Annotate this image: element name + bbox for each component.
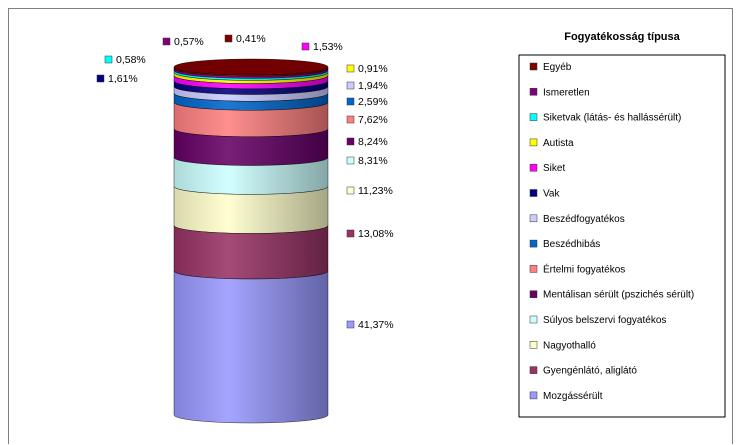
legend-label-ismeretlen: Ismeretlen [543,87,590,98]
legend-swatch-ismeretlen [529,88,538,96]
chart-frame [8,8,733,444]
data-label-marker-gyengenlato-aliglato [346,229,355,238]
legend-label-vak: Vak [543,189,560,200]
legend-swatch-beszedfogyatekos [529,214,538,223]
data-label-siketvak-latas-es-hallasserult: 0,58% [116,54,146,66]
legend-label-beszedfogyatekos: Beszédfogyatékos [543,214,625,225]
data-label-beszedfogyatekos: 1,94% [358,80,388,92]
data-labels: 41,37% 13,08% 11,23% 8,31% 8,24% 7,62% 2,59% 1,… [96,33,394,331]
legend-label-egyeb: Egyéb [543,62,572,73]
legend-swatch-beszedhibas [529,239,538,248]
legend-label-autista: Autista [543,138,574,149]
data-label-marker-siketvak-latas-es-hallasserult [104,55,113,64]
legend-label-siket: Siket [543,163,565,174]
cylinder-plot [173,58,329,424]
data-label-vak: 1,61% [108,73,138,85]
legend-box [518,54,726,418]
data-label-marker-nagyothallo [346,186,355,195]
data-label-marker-beszedfogyatekos [346,81,355,90]
data-label-ismeretlen: 0,57% [174,36,204,48]
legend-label-siketvak-latas-es-hallasserult: Siketvak (látás- és hallássérült) [543,113,681,124]
legend: Fogyatékosság típusa Egyéb Ismeretlen Sike… [518,31,726,418]
cylinder-segment-gyengenlato-aliglato [173,225,329,280]
data-label-nagyothallo: 11,23% [358,185,393,197]
legend-swatch-egyeb [529,62,538,71]
data-label-gyengenlato-aliglato: 13,08% [358,228,394,240]
legend-label-mozgasserult: Mozgássérült [543,391,603,402]
legend-swatch-nagyothallo [529,341,538,349]
data-label-marker-ismeretlen [162,37,171,46]
legend-swatch-siketvak-latas-es-hallasserult [529,113,538,121]
data-label-marker-sulyos-belszervi-fogyatekos [346,156,355,165]
legend-label-ertelmi-fogyatekos: Értelmi fogyatékos [543,262,625,275]
legend-swatch-autista [529,138,538,147]
legend-title: Fogyatékosság típusa [564,31,680,43]
legend-label-nagyothallo: Nagyothalló [543,340,596,351]
legend-swatch-siket [529,163,538,172]
legend-swatch-mentalisan-serult-psziches-serult [529,290,538,298]
data-label-beszedhibas: 2,59% [358,96,388,108]
cylinder-segment-mozgasserult [173,270,329,424]
legend-swatch-ertelmi-fogyatekos [529,265,538,273]
cylinder-top-cap [173,58,329,76]
legend-label-gyengenlato-aliglato: Gyengénlátó, aliglátó [543,366,637,377]
data-label-sulyos-belszervi-fogyatekos: 8,31% [358,155,388,167]
legend-swatch-gyengenlato-aliglato [529,366,538,374]
data-label-marker-ertelmi-fogyatekos [346,115,355,124]
legend-label-beszedhibas: Beszédhibás [543,239,600,250]
legend-label-sulyos-belszervi-fogyatekos: Súlyos belszervi fogyatékos [543,315,666,326]
data-label-egyeb: 0,41% [236,33,266,45]
data-label-marker-beszedhibas [346,97,355,106]
legend-swatch-sulyos-belszervi-fogyatekos [529,315,538,324]
legend-swatch-vak [529,189,538,197]
data-label-marker-mentalisan-serult-psziches-serult [346,137,355,146]
data-label-marker-mozgasserult [346,320,355,329]
data-label-ertelmi-fogyatekos: 7,62% [358,114,388,126]
legend-swatch-mozgasserult [529,391,538,400]
data-label-marker-egyeb [224,34,233,43]
data-label-marker-autista [346,64,355,73]
data-label-marker-siket [301,42,310,51]
data-label-marker-vak [96,74,105,83]
legend-label-mentalisan-serult-psziches-serult: Mentálisan sérült (pszichés sérült) [543,290,694,301]
data-label-mentalisan-serult-psziches-serult: 8,24% [358,136,388,148]
data-label-mozgasserult: 41,37% [358,319,394,331]
data-label-autista: 0,91% [358,63,388,75]
data-label-siket: 1,53% [313,41,343,53]
